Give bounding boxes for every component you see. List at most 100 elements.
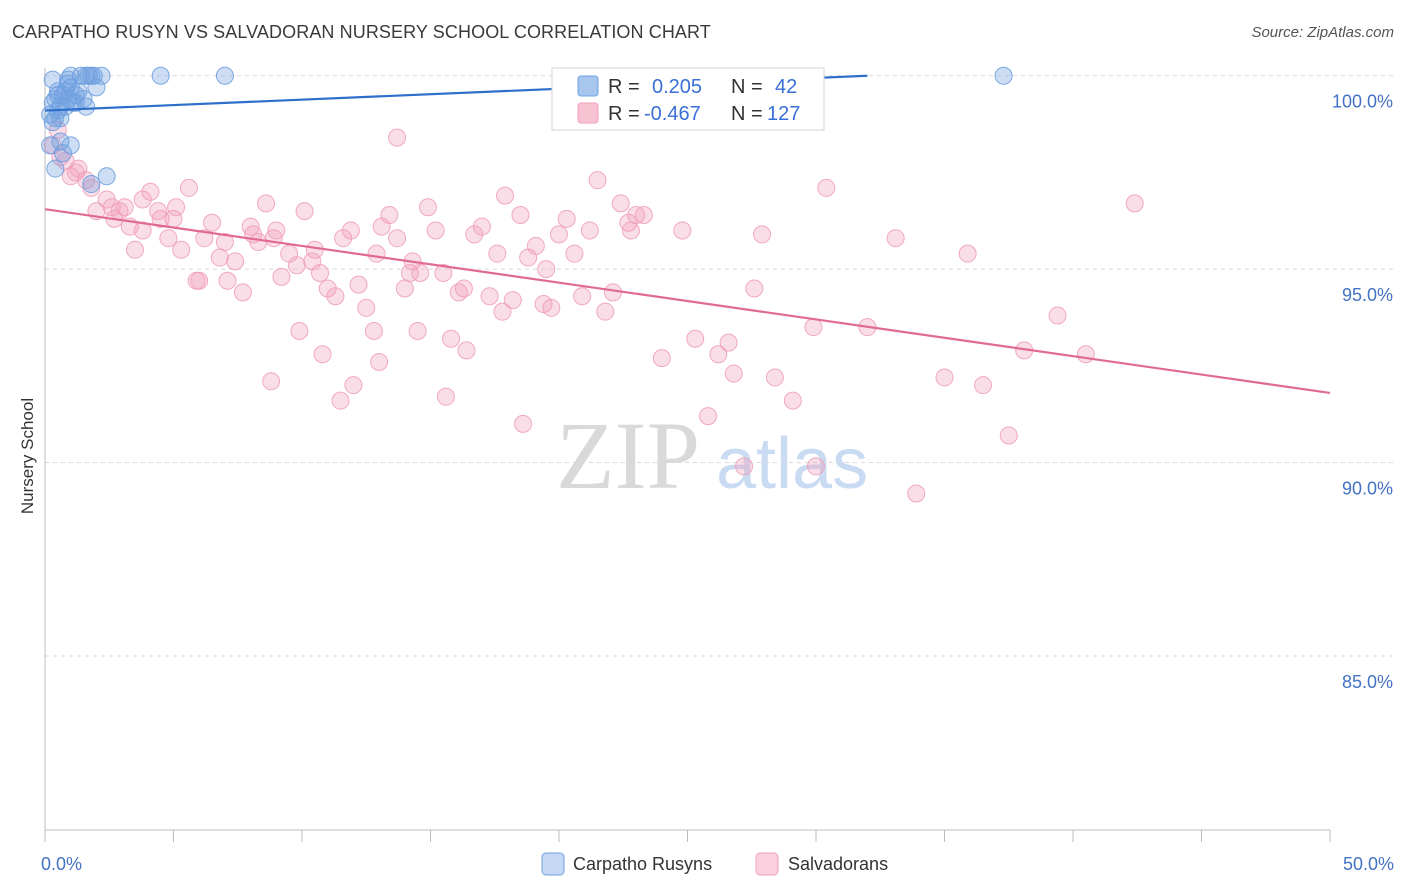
salvadoran-point: [400, 264, 419, 283]
series-legend-swatch-carpatho: [541, 852, 565, 876]
salvadoran-point: [295, 202, 314, 221]
salvadoran-point: [442, 329, 461, 348]
carpatho-point: [92, 66, 111, 85]
salvadoran-point: [159, 229, 178, 248]
salvadoran-point: [267, 221, 286, 240]
salvadoran-point: [745, 279, 764, 298]
watermark-zip: ZIP: [556, 402, 700, 509]
salvadoran-point: [611, 194, 630, 213]
salvadoran-point: [565, 244, 584, 263]
carpatho-point: [51, 97, 70, 116]
salvadoran-point: [290, 322, 309, 341]
salvadoran-point: [262, 372, 281, 391]
salvadoran-point: [66, 163, 85, 182]
salvadoran-point: [164, 209, 183, 228]
legend-swatch-salvadoran: [577, 102, 599, 124]
y-tick-label: 95.0%: [1342, 285, 1393, 305]
carpatho-point: [66, 93, 85, 112]
salvadoran-point: [699, 407, 718, 426]
salvadoran-point: [115, 198, 134, 217]
salvadoran-point: [215, 233, 234, 252]
salvadoran-point: [344, 376, 363, 395]
legend-r-label-carpatho: R =: [608, 76, 640, 98]
salvadoran-point: [999, 426, 1018, 445]
chart-title: CARPATHO RUSYN VS SALVADORAN NURSERY SCH…: [12, 22, 711, 42]
salvadoran-point: [434, 264, 453, 283]
carpatho-point: [77, 66, 96, 85]
legend-r-label-salvadoran: R =: [608, 103, 640, 125]
salvadoran-point: [141, 182, 160, 201]
salvadoran-point: [310, 264, 329, 283]
salvadoran-point: [596, 302, 615, 321]
salvadoran-point: [133, 190, 152, 209]
salvadoran-point: [804, 318, 823, 337]
salvadoran-point: [257, 194, 276, 213]
salvadoran-point: [172, 240, 191, 259]
salvadoran-point: [634, 205, 653, 224]
carpatho-point: [46, 159, 65, 178]
salvadoran-point: [673, 221, 692, 240]
salvadoran-point: [573, 287, 592, 306]
source-credit: Source: ZipAtlas.com: [1251, 24, 1394, 41]
salvadoran-point: [724, 364, 743, 383]
salvadoran-point: [411, 264, 430, 283]
salvadoran-point: [514, 414, 533, 433]
salvadoran-point: [488, 244, 507, 263]
x-tick-label: 0.0%: [41, 854, 82, 874]
carpatho-point: [84, 66, 103, 85]
salvadoran-point: [580, 221, 599, 240]
legend-swatch-carpatho: [577, 75, 599, 97]
y-tick-label: 100.0%: [1332, 92, 1393, 112]
salvadoran-point: [807, 457, 825, 476]
salvadoran-point: [287, 256, 306, 275]
salvadoran-point: [218, 271, 237, 290]
salvadoran-point: [542, 298, 561, 317]
salvadoran-point: [149, 202, 168, 221]
carpatho-point: [215, 66, 234, 85]
salvadoran-point: [370, 352, 389, 371]
salvadoran-point: [958, 244, 977, 263]
carpatho-point: [77, 97, 96, 116]
salvadoran-point: [1076, 345, 1095, 364]
salvadoran-point: [203, 213, 222, 232]
salvadoran-point: [125, 240, 144, 259]
salvadoran-point: [436, 387, 455, 406]
series-legend-carpatho: Carpatho Rusyns: [573, 854, 712, 874]
salvadoran-point: [886, 229, 905, 248]
salvadoran-point: [686, 329, 705, 348]
salvadoran-point: [480, 287, 499, 306]
carpatho-point: [87, 78, 106, 97]
salvadoran-point: [1125, 194, 1144, 213]
salvadoran-point: [621, 221, 640, 240]
salvadoran-point: [226, 252, 245, 271]
salvadoran-point: [418, 198, 437, 217]
salvadoran-point: [133, 221, 152, 240]
salvadoran-point: [537, 260, 556, 279]
legend-n-value-salvadoran: 127: [767, 103, 800, 125]
salvadoran-point: [367, 244, 386, 263]
y-tick-label: 90.0%: [1342, 479, 1393, 499]
salvadoran-point: [272, 267, 291, 286]
series-legend-salvadoran: Salvadorans: [788, 854, 888, 874]
salvadoran-point: [907, 484, 926, 503]
salvadoran-point: [190, 271, 209, 290]
salvadoran-point: [313, 345, 332, 364]
carpatho-point: [53, 144, 72, 163]
salvadoran-point: [210, 248, 229, 267]
legend-n-label-salvadoran: N =: [731, 103, 763, 125]
salvadoran-point: [349, 275, 368, 294]
salvadoran-point: [380, 205, 399, 224]
watermark-atlas: atlas: [716, 424, 868, 504]
x-tick-label: 50.0%: [1343, 854, 1394, 874]
salvadoran-point: [765, 368, 784, 387]
legend-r-value-carpatho: 0.205: [652, 76, 702, 98]
salvadoran-point: [557, 209, 576, 228]
legend-n-label-carpatho: N =: [731, 76, 763, 98]
salvadoran-point: [652, 349, 671, 368]
salvadoran-point: [493, 302, 512, 321]
carpatho-point: [59, 70, 78, 89]
salvadoran-point: [735, 457, 754, 476]
data-points: [41, 66, 1144, 503]
salvadoran-point: [388, 128, 407, 147]
